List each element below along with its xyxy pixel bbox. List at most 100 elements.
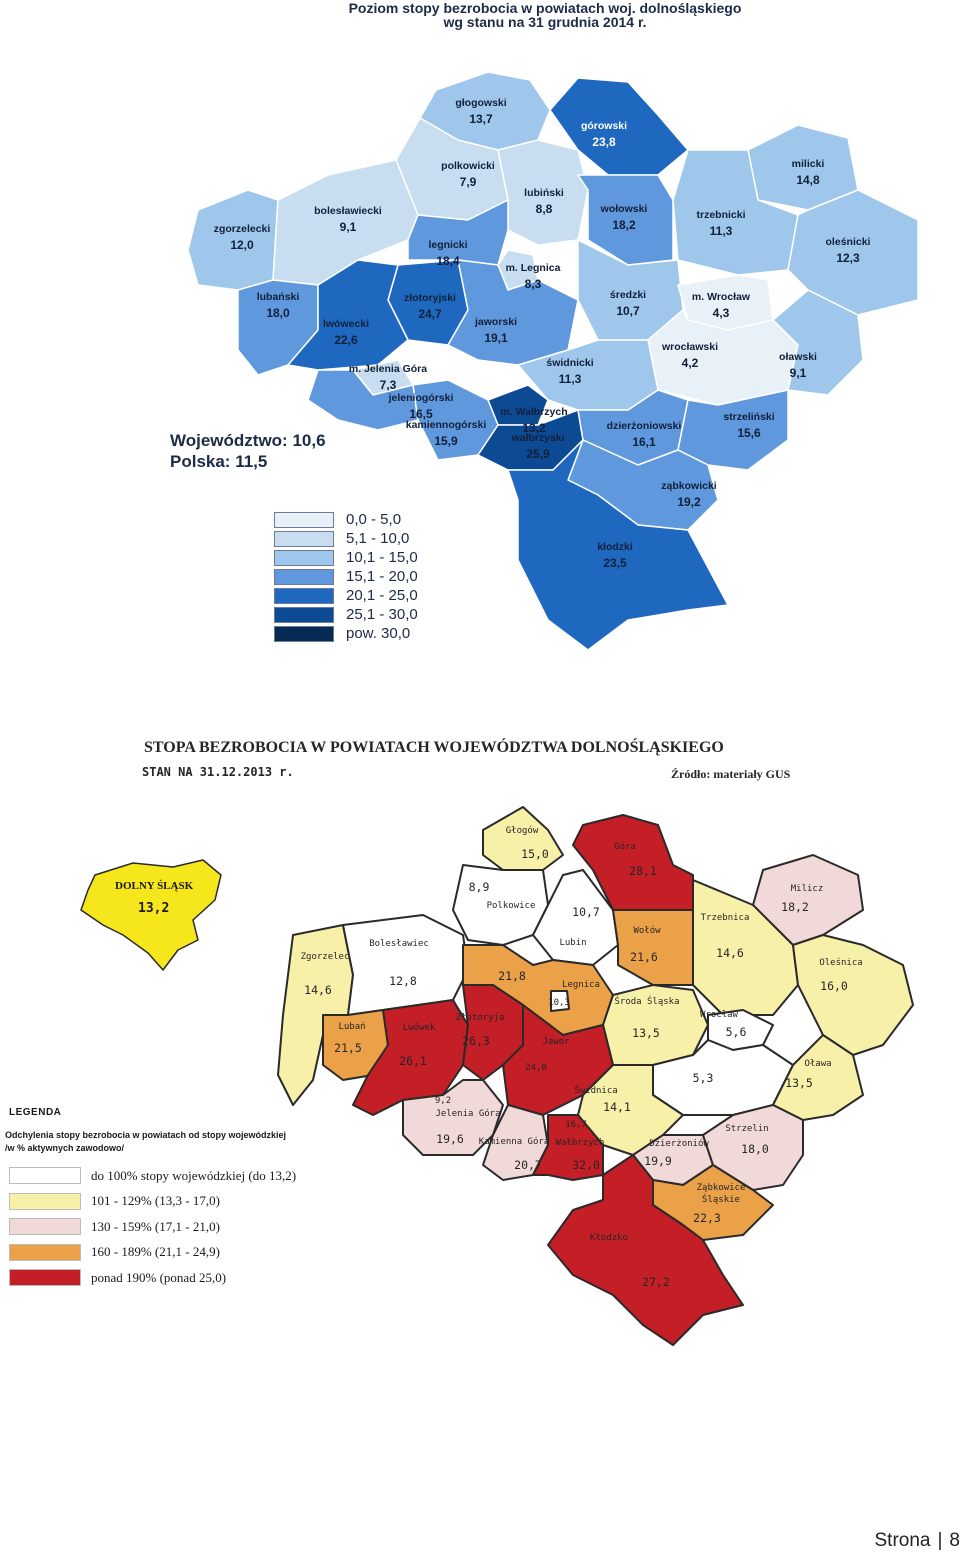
label-milicki: milicki 14,8 [791,158,825,187]
label-lwowek: Lwówek [402,1023,436,1033]
region-olesnicki [787,189,919,316]
label-m-jelenia-gora: m. Jelenia Góra 7,3 [348,363,428,392]
label-gora: Góra [614,842,636,852]
map2-regions [80,806,914,1346]
legend-row: do 100% stopy wojewódzkiej (do 13,2) [9,1163,296,1189]
legend-label: ponad 190% (ponad 25,0) [91,1269,227,1285]
legend-label: 101 - 129% (13,3 - 17,0) [91,1193,220,1209]
label-m-walbrzych: m. Wałbrzych 13,2 [500,406,568,435]
value-lwowek: 26,1 [399,1054,427,1068]
unemployment-map-2013: STOPA BEZROBOCIA W POWIATACH WOJEWÓDZTWA… [3,735,919,1357]
legend-row: 0,0 - 5,0 [274,510,418,529]
legend-row: 25,1 - 30,0 [274,605,418,624]
label-olesnicki: oleśnicki 12,3 [825,236,871,265]
label-olawski: oławski 9,1 [779,351,817,380]
legend-label: 5,1 - 10,0 [346,530,410,547]
legend-label: 10,1 - 15,0 [346,549,418,566]
value-sroda-slaska: 13,5 [632,1026,660,1040]
value-wroclaw-city: 5,6 [725,1025,747,1039]
legend-row: 5,1 - 10,0 [274,529,418,548]
value-kamienna-gora: 20,7 [514,1158,542,1172]
legend-swatch [274,625,334,642]
value-zgorzelec: 14,6 [304,983,332,997]
unemployment-map-2014: Poziom stopy bezrobocia w powiatach woj.… [158,0,932,652]
map2-source: Źródło: materiały GUS [671,767,791,781]
legend-swatch [274,606,334,623]
label-strzelinski: strzeliński 15,6 [723,411,775,440]
legend-row: 10,1 - 15,0 [274,548,418,567]
legend-row: 101 - 129% (13,3 - 17,0) [9,1189,296,1215]
inset-region-value: 13,2 [138,901,170,916]
label-glogowski: głogowski 13,7 [455,97,507,126]
legend-swatch [9,1192,81,1210]
legend-description: Odchylenia stopy bezrobocia w powiatach … [5,1129,325,1155]
legend-swatch [9,1243,81,1261]
legend-row: pow. 30,0 [274,624,418,643]
legend-label: do 100% stopy wojewódzkiej (do 13,2) [91,1167,297,1183]
map1-legend: 0,0 - 5,0 5,1 - 10,0 10,1 - 15,0 15,1 - … [274,510,418,643]
legend-label: 20,1 - 25,0 [346,587,418,604]
value-lubin: 10,7 [572,905,600,919]
label-wroclaw-city: Wrocław [700,1010,738,1020]
legend-swatch [274,549,334,566]
region-lwowecki [287,259,409,371]
value-swidnica: 14,1 [603,1100,631,1114]
label-klodzko: Kłodzko [590,1233,628,1243]
label-trzebnica: Trzebnica [700,913,750,923]
label-boleslawiecki: bolesławiecki 9,1 [314,205,382,234]
label-legnica-county: Legnica [562,980,600,990]
legend-desc-line2: /w % aktywnych zawodowo/ [5,1143,125,1153]
label-m-legnica: m. Legnica 8,3 [505,262,561,291]
map1-title-line1: Poziom stopy bezrobocia w powiatach woj.… [348,0,742,16]
value-wolow: 21,6 [630,950,658,964]
label-zlotoryjski: złotoryjski 24,7 [404,292,456,321]
legend-swatch [9,1218,81,1236]
region-klodzki [507,439,729,651]
value-olesnica: 16,0 [820,979,848,993]
label-olesnica: Oleśnica [819,958,863,968]
page-number: 8 [949,1530,960,1551]
inset-dolny-slask [80,859,222,971]
label-m-wroclaw: m. Wrocław 4,3 [691,291,751,320]
value-dzierzoniow: 19,9 [644,1154,672,1168]
label-wolowski: wołowski 18,2 [600,203,648,232]
value-trzebnica: 14,6 [716,946,744,960]
legend-swatch [274,587,334,604]
legend-label: 130 - 159% (17,1 - 21,0) [91,1218,220,1234]
value-klodzko: 27,2 [642,1275,670,1289]
value-jelenia-gora: 19,6 [436,1132,464,1146]
map1-title-line2: wg stanu na 31 grudnia 2014 r. [443,14,647,30]
region-jelenia-gora [402,1079,504,1156]
label-polkowicki: polkowicki 7,9 [441,160,495,189]
region-klodzko [547,1154,744,1346]
label-strzelin: Strzelin [725,1124,769,1134]
region-wolow [612,909,694,986]
label-wroclawski: wrocławski 4,2 [661,341,719,370]
value-walbrzych-city: 16,7 [565,1120,587,1130]
label-walbrzych: Wałbrzych [555,1138,605,1148]
label-trzebnicki: trzebnicki 11,3 [696,209,746,238]
label-jaworski: jaworski 19,1 [474,316,518,345]
label-dzierzoniowski: dzierżoniowski 16,1 [606,420,682,449]
region-olesnica [792,934,914,1056]
label-luban: Lubań [338,1022,366,1032]
label-wolow: Wołów [633,926,661,936]
label-swidnica: Świdnica [574,1086,618,1096]
label-jelenia-gora: Jelenia Góra [435,1109,501,1119]
label-gorowski: górowski 23,8 [580,120,628,149]
label-glogow: Głogów [505,826,539,836]
label-lwowecki: lwówecki 22,6 [322,318,370,347]
label-kamienna-gora: Kamienna Góra [478,1137,550,1147]
legend-swatch [274,511,334,528]
label-polkowice: Polkowice [486,901,536,911]
label-swidnicki: świdnicki 11,3 [546,357,594,386]
value-zabkowice: 22,3 [693,1211,721,1225]
legend-row: ponad 190% (ponad 25,0) [9,1265,296,1291]
region-glogow [482,806,564,871]
region-olawski [772,289,864,396]
legend-row: 130 - 159% (17,1 - 21,0) [9,1214,296,1240]
value-strzelin: 18,0 [741,1142,769,1156]
legend-label: 25,1 - 30,0 [346,606,418,623]
map2-date: STAN NA 31.12.2013 r. [142,765,294,779]
label-legnicki: legnicki 18,4 [428,239,468,268]
